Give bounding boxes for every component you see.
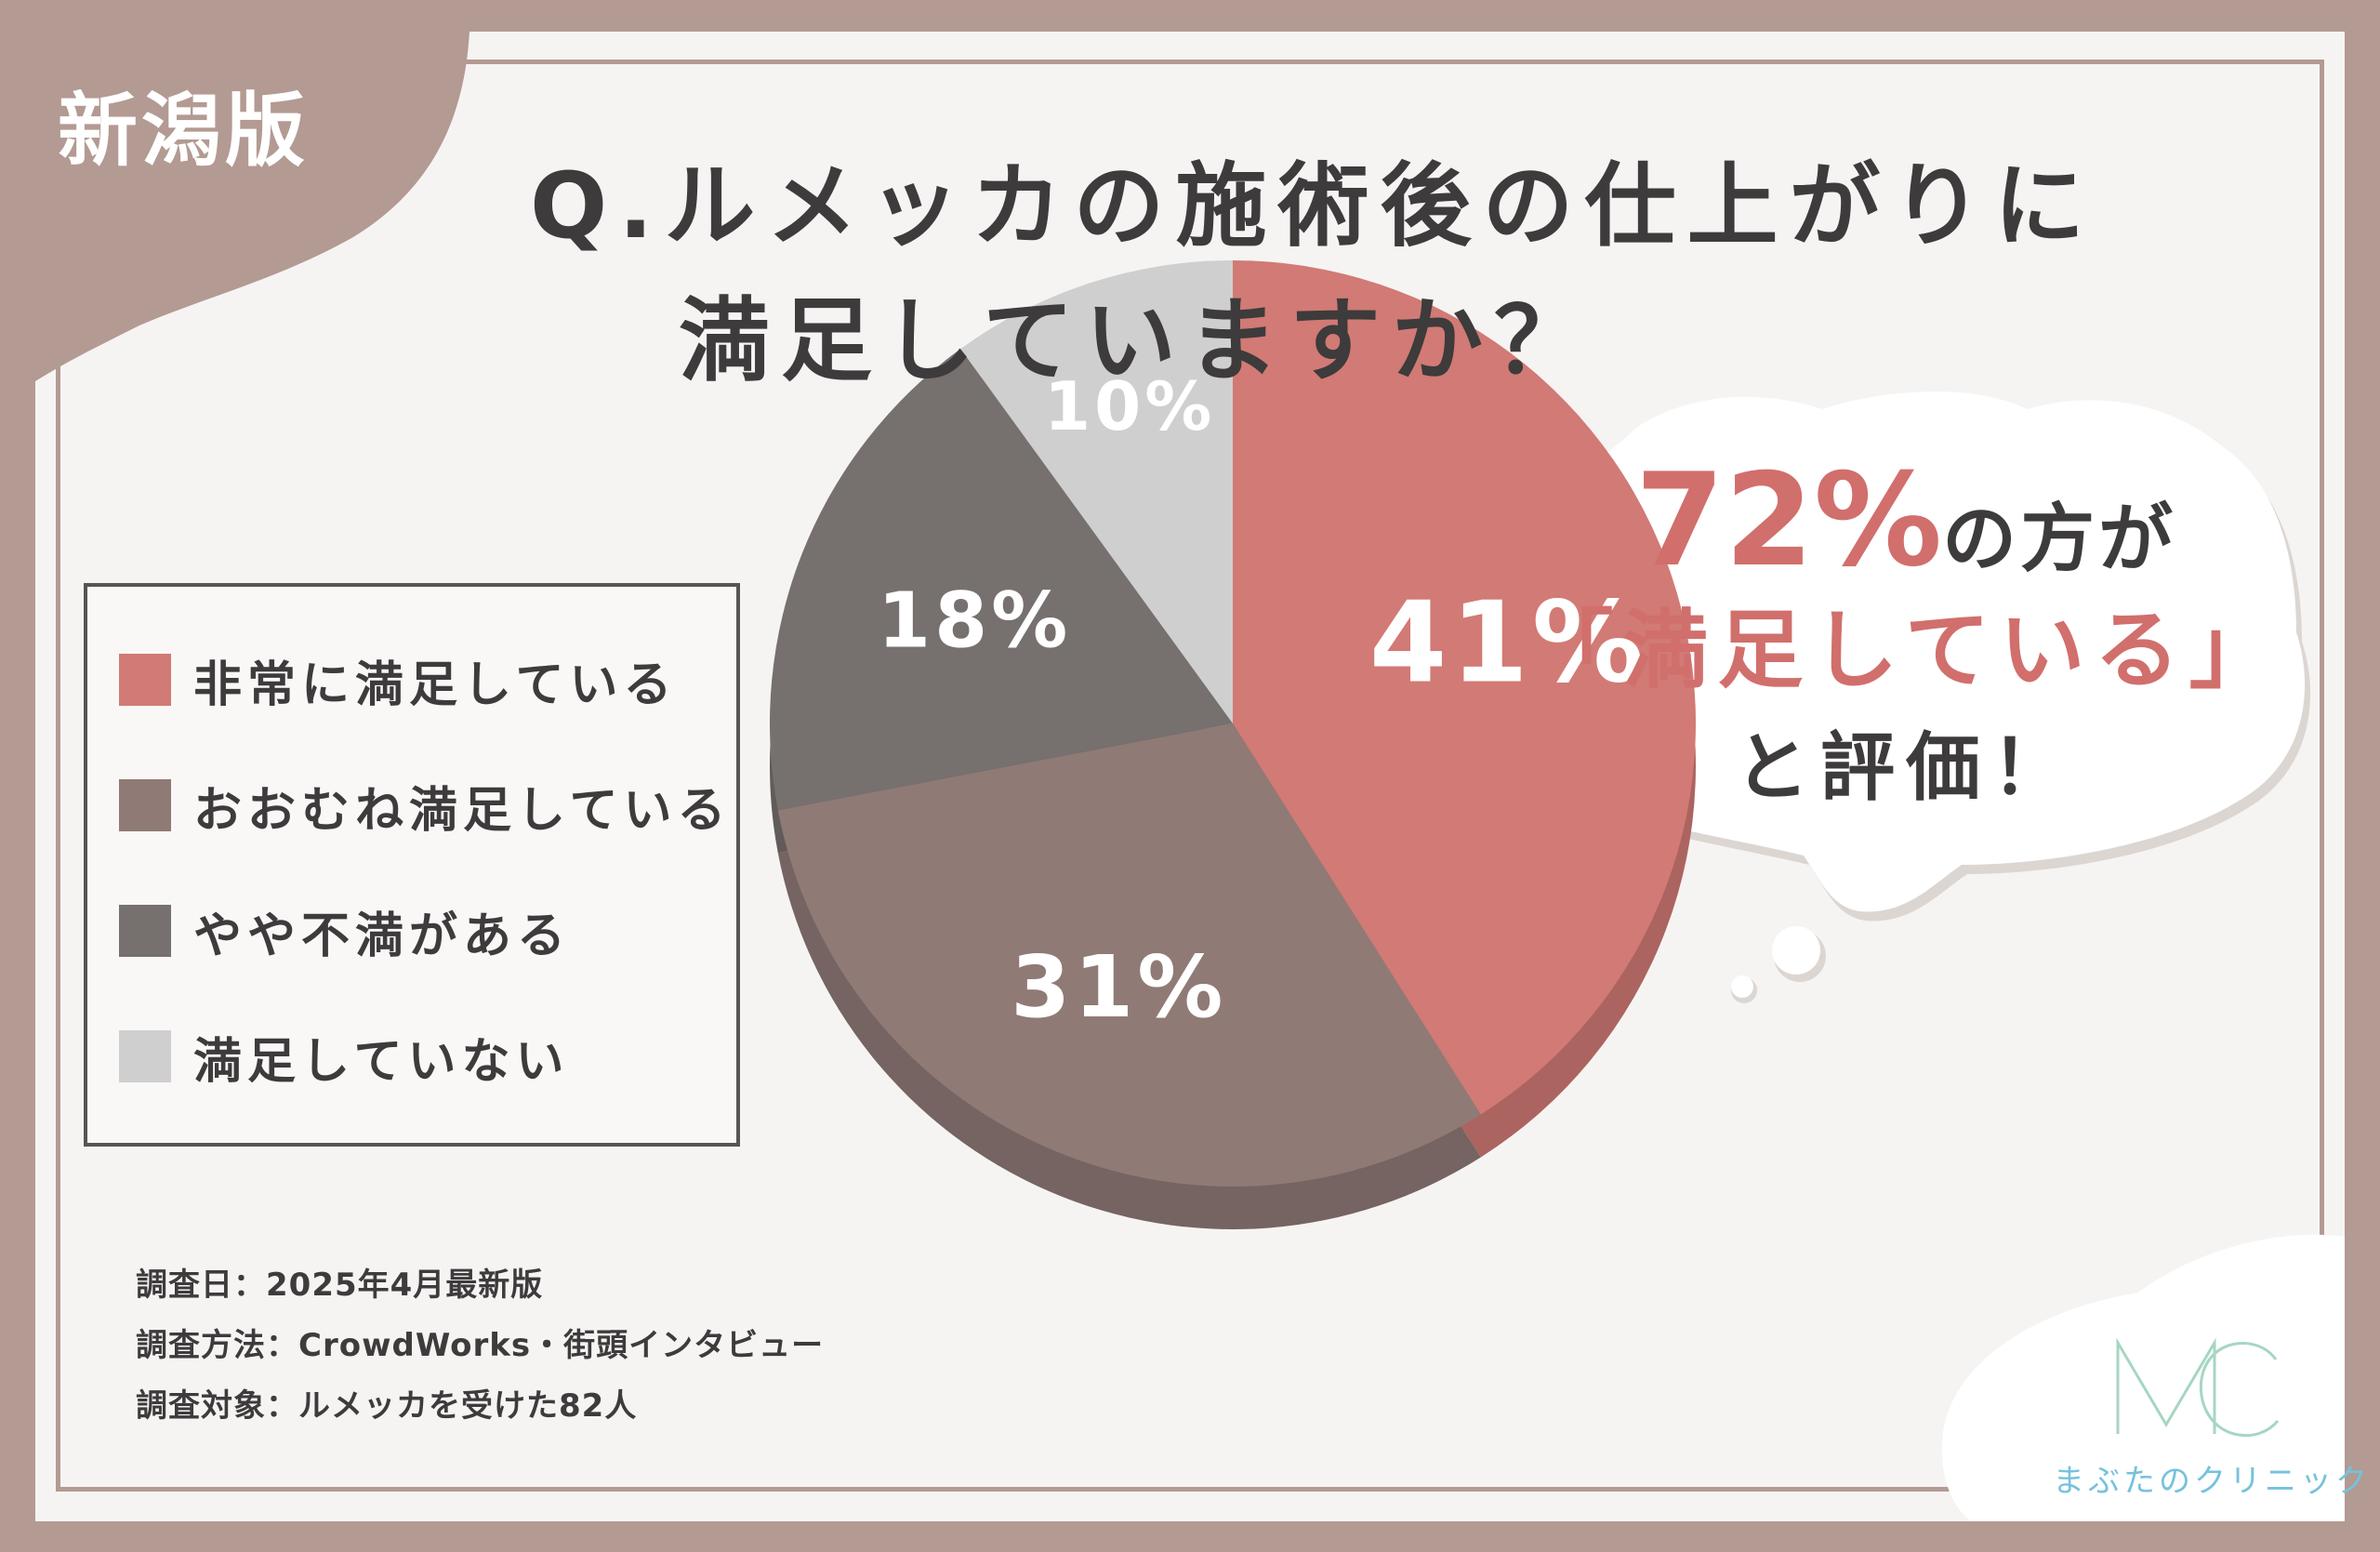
legend-swatch	[119, 779, 171, 831]
survey-method: 調査方法：CrowdWorks・街頭インタビュー	[136, 1327, 825, 1364]
legend-label: おおむね満足している	[193, 782, 732, 839]
pie-slice-label: 18%	[878, 577, 1071, 666]
pie-slice	[960, 260, 1233, 723]
legend-item: やや不満がある	[119, 903, 571, 964]
clinic-name: まぶたのクリニック	[2053, 1463, 2371, 1500]
legend-item: 非常に満足している	[119, 652, 677, 713]
legend-label: 非常に満足している	[193, 657, 678, 713]
survey-subjects: 調査対象：ルメッカを受けた82人	[136, 1387, 638, 1425]
callout-line-1: 72%の方が	[1450, 457, 2361, 595]
pie-slice-label: 31%	[1011, 937, 1226, 1037]
legend-label: やや不満がある	[193, 908, 572, 964]
question-title: Q.ルメッカの施術後の仕上がりに 満足していますか？	[530, 139, 2096, 409]
callout-line-2: 「満足している」	[1527, 601, 2284, 700]
inner-frame	[56, 60, 2324, 1492]
legend-swatch	[119, 1030, 171, 1082]
edition-ribbon-shape	[35, 32, 469, 381]
legend: 非常に満足している おおむね満足している やや不満がある 満足していない	[84, 583, 740, 1147]
title-line-2: 満足していますか？	[679, 288, 1597, 394]
title-line-1: Q.ルメッカの施術後の仕上がりに	[530, 153, 2096, 259]
pie-slice	[1233, 260, 1697, 1115]
pie-slice-label: 41%	[1369, 578, 1647, 708]
callout-text: 72%の方が 「満足している」 と評価！	[1450, 457, 2361, 824]
callout-line-1-suffix: の方が	[1942, 496, 2177, 582]
survey-notes: 調査日：2025年4月最新版 調査方法：CrowdWorks・街頭インタビュー …	[136, 1255, 824, 1437]
legend-swatch	[119, 905, 171, 957]
callout-highlight-value: 72%	[1634, 445, 1943, 595]
pie-slice	[777, 723, 1481, 1187]
legend-item: 満足していない	[119, 1028, 569, 1090]
edition-label: 新潟版	[58, 85, 309, 178]
clinic-logo-icon	[2116, 1337, 2280, 1438]
legend-item: おおむね満足している	[119, 777, 731, 839]
legend-swatch	[119, 654, 171, 706]
pie-slices-layer	[769, 260, 1697, 1187]
pie-labels-layer: 41% 31% 18% 10%	[878, 367, 1647, 1037]
logo-corner-shape	[1942, 1234, 2345, 1521]
legend-label: 満足していない	[193, 1033, 570, 1090]
callout-line-3: と評価！	[1735, 724, 2077, 811]
survey-date: 調査日：2025年4月最新版	[136, 1267, 544, 1304]
pie-slice	[769, 349, 1233, 811]
pie-slice-label: 10%	[1044, 367, 1215, 445]
